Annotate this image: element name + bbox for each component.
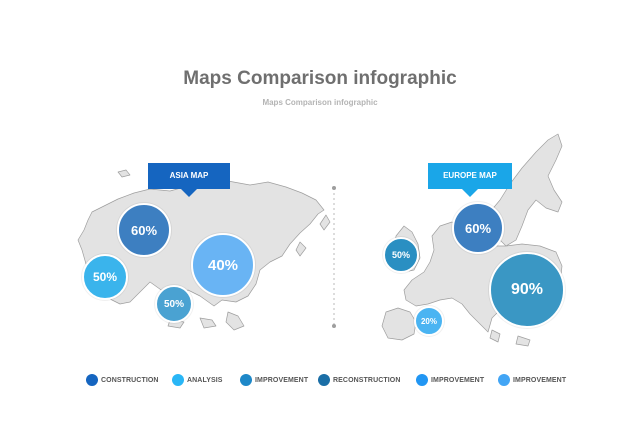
divider-top-dot [332, 186, 336, 190]
asia-bubble-50-left: 50% [82, 254, 128, 300]
europe-bubble-90: 90% [489, 252, 565, 328]
legend-label: IMPROVEMENT [513, 376, 567, 384]
legend-dot-reconstruction [318, 374, 330, 386]
legend-item-reconstruction: RECONSTRUCTION [318, 373, 401, 387]
legend-dot-improvement [498, 374, 510, 386]
legend-dot-improvement [416, 374, 428, 386]
legend-item-improvement-2: IMPROVEMENT [416, 373, 484, 387]
legend-item-analysis: ANALYSIS [172, 373, 223, 387]
asia-bubble-60: 60% [117, 203, 171, 257]
legend-item-improvement-3: IMPROVEMENT [498, 373, 566, 387]
legend-dot-improvement [240, 374, 252, 386]
legend-label: IMPROVEMENT [255, 376, 309, 384]
legend: CONSTRUCTION ANALYSIS IMPROVEMENT RECONS… [0, 373, 640, 387]
legend-item-construction: CONSTRUCTION [86, 373, 159, 387]
page-subtitle: Maps Comparison infographic [262, 98, 378, 107]
page-title: Maps Comparison infographic [183, 68, 457, 89]
asia-map-label: ASIA MAP [148, 163, 230, 197]
legend-label: IMPROVEMENT [431, 376, 485, 384]
legend-label: CONSTRUCTION [101, 376, 159, 384]
asia-bubble-50-bottom: 50% [155, 285, 193, 323]
europe-bubble-20: 20% [414, 306, 444, 336]
divider-bottom-dot [332, 324, 336, 328]
europe-map-label: EUROPE MAP [428, 163, 512, 197]
asia-bubble-40: 40% [191, 233, 255, 297]
legend-dot-analysis [172, 374, 184, 386]
legend-label: ANALYSIS [187, 376, 223, 384]
europe-bubble-50: 50% [383, 237, 419, 273]
europe-bubble-60: 60% [452, 202, 504, 254]
legend-dot-construction [86, 374, 98, 386]
legend-label: RECONSTRUCTION [333, 376, 401, 384]
legend-item-improvement-1: IMPROVEMENT [240, 373, 308, 387]
